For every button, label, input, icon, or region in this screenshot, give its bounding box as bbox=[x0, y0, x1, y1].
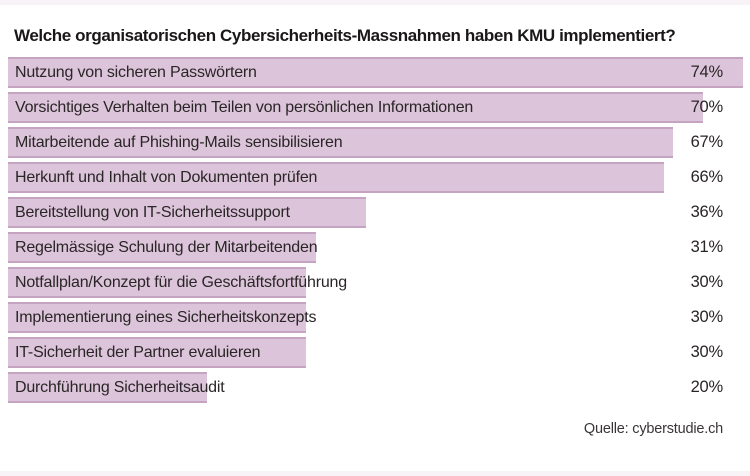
bar-label: Mitarbeitende auf Phishing-Mails sensibi… bbox=[15, 134, 343, 151]
source-note: Quelle: cyberstudie.ch bbox=[583, 421, 723, 437]
bar-label: Implementierung eines Sicherheitskonzept… bbox=[15, 309, 317, 326]
bar-label: Notfallplan/Konzept für die Geschäftsfor… bbox=[15, 274, 347, 291]
bar-row: Nutzung von sicheren Passwörtern 74% bbox=[8, 57, 743, 88]
bar bbox=[8, 267, 306, 298]
bar-value: 30% bbox=[690, 343, 724, 361]
bar-label: IT-Sicherheit der Partner evaluieren bbox=[15, 344, 261, 361]
bar-chart: Nutzung von sicheren Passwörtern 74% Vorsi… bbox=[8, 57, 743, 407]
bar-row: Durchführung Sicherheitsaudit 20% bbox=[8, 372, 743, 403]
bar-value: 36% bbox=[690, 203, 724, 221]
bar-label: Bereitstellung von IT-Sicherheitssupport bbox=[15, 204, 290, 221]
bar-value: 30% bbox=[690, 273, 724, 291]
bar bbox=[8, 232, 316, 263]
bar-row: Regelmässige Schulung der Mitarbeitenden… bbox=[8, 232, 743, 263]
chart-title: Welche organisatorischen Cybersicherheit… bbox=[14, 26, 676, 45]
bar-row: Vorsichtiges Verhalten beim Teilen von p… bbox=[8, 92, 743, 123]
bar bbox=[8, 162, 664, 193]
bar-label: Vorsichtiges Verhalten beim Teilen von p… bbox=[15, 99, 474, 116]
bar-row: Notfallplan/Konzept für die Geschäftsfor… bbox=[8, 267, 743, 298]
bar-label: Nutzung von sicheren Passwörtern bbox=[15, 64, 257, 81]
bar-value: 20% bbox=[690, 378, 724, 396]
bottom-edge-strip bbox=[0, 471, 750, 476]
bar-value: 66% bbox=[690, 168, 724, 186]
bar-value: 74% bbox=[690, 63, 724, 81]
bar-label: Herkunft und Inhalt von Dokumenten prüfe… bbox=[15, 169, 318, 186]
bar-row: Implementierung eines Sicherheitskonzept… bbox=[8, 302, 743, 333]
bar-value: 30% bbox=[690, 308, 724, 326]
bar-label: Durchführung Sicherheitsaudit bbox=[15, 379, 225, 396]
bar-row: IT-Sicherheit der Partner evaluieren 30% bbox=[8, 337, 743, 368]
bar bbox=[8, 302, 306, 333]
bar-row: Mitarbeitende auf Phishing-Mails sensibi… bbox=[8, 127, 743, 158]
bar bbox=[8, 337, 306, 368]
bar bbox=[8, 372, 207, 403]
top-edge-strip bbox=[0, 0, 750, 5]
bar bbox=[8, 57, 743, 88]
bar-value: 70% bbox=[690, 98, 724, 116]
bar bbox=[8, 127, 674, 158]
bar bbox=[8, 197, 366, 228]
bar-row: Herkunft und Inhalt von Dokumenten prüfe… bbox=[8, 162, 743, 193]
bar bbox=[8, 92, 704, 123]
bar-value: 31% bbox=[690, 238, 724, 256]
bar-value: 67% bbox=[690, 133, 724, 151]
bar-label: Regelmässige Schulung der Mitarbeitenden bbox=[15, 239, 318, 256]
bar-row: Bereitstellung von IT-Sicherheitssupport… bbox=[8, 197, 743, 228]
